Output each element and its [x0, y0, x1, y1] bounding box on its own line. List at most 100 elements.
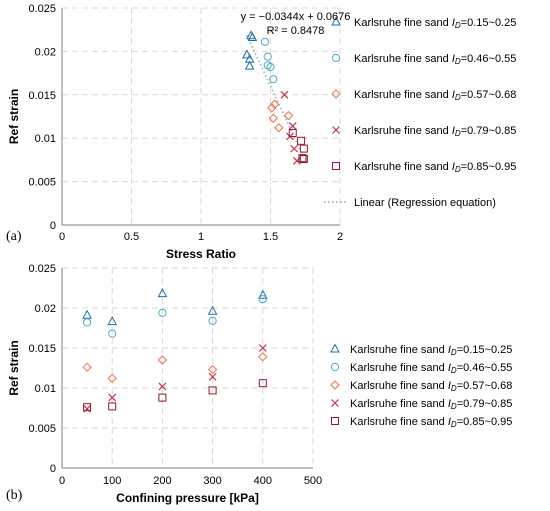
data-point-marker — [83, 318, 92, 327]
data-point-marker — [269, 99, 280, 110]
x-tick-label: 2 — [337, 231, 343, 243]
data-point-marker — [82, 309, 92, 319]
data-point-marker — [260, 37, 270, 46]
legend-suffix: =0.79~0.85 — [457, 398, 513, 410]
legend-prefix: Karlsruhe fine sand — [354, 89, 452, 101]
data-point-marker — [108, 402, 117, 411]
y-axis-title: Ref strain — [7, 89, 21, 144]
regression-line — [246, 35, 305, 159]
data-point-marker — [298, 154, 307, 163]
legend-suffix: =0.79~0.85 — [461, 125, 517, 137]
data-point-marker — [157, 288, 168, 298]
x-tick-label: 1 — [198, 231, 204, 243]
data-point-marker — [83, 404, 92, 413]
legend-var: I — [448, 380, 451, 392]
legend-prefix: Karlsruhe fine sand — [354, 161, 452, 173]
legend-sub: D — [451, 384, 457, 393]
legend-prefix: Karlsruhe fine sand — [350, 362, 448, 374]
legend-prefix: Karlsruhe fine sand — [350, 398, 448, 410]
data-point-marker — [157, 355, 168, 365]
panel-label: (a) — [6, 229, 22, 244]
legend-prefix: Karlsruhe fine sand — [354, 17, 452, 29]
legend-sub: D — [455, 129, 461, 138]
x-tick-label: 500 — [304, 475, 322, 487]
legend-marker — [330, 362, 340, 372]
x-axis-title: Confining pressure [kPa] — [116, 491, 259, 505]
data-point-marker — [208, 316, 217, 325]
y-tick-label: 0.01 — [35, 383, 56, 395]
data-point-marker — [299, 144, 308, 153]
y-tick-label: 0.005 — [28, 423, 56, 435]
r-squared-label: R² = 0.8478 — [267, 25, 325, 37]
series-2 — [83, 295, 267, 338]
legend-entry-1: Karlsruhe fine sand ID=0.15~0.25 — [350, 344, 512, 357]
x-tick-label: 0 — [59, 231, 65, 243]
data-point-marker — [258, 344, 267, 352]
data-point-marker — [82, 362, 92, 372]
y-tick-label: 0.015 — [28, 90, 56, 102]
legend-marker — [331, 399, 339, 407]
series-4 — [83, 344, 267, 413]
legend-entry-3: Karlsruhe fine sand ID=0.57~0.68 — [354, 89, 516, 102]
legend-var: I — [448, 398, 451, 410]
data-point-marker — [107, 373, 117, 384]
y-tick-label: 0 — [50, 220, 56, 232]
legend-marker — [332, 162, 340, 170]
x-tick-label: 200 — [153, 475, 171, 487]
legend-prefix: Karlsruhe fine sand — [354, 125, 452, 137]
legend-marker — [332, 126, 340, 134]
y-tick-label: 0.025 — [28, 3, 56, 15]
legend-marker — [331, 16, 341, 26]
legend-suffix: =0.46~0.55 — [457, 362, 513, 374]
legend-prefix: Karlsruhe fine sand — [354, 53, 452, 65]
series-5 — [288, 128, 308, 164]
legend-marker — [331, 89, 341, 99]
data-point-marker — [288, 122, 297, 130]
x-tick-label: 0.5 — [124, 231, 139, 243]
data-point-marker — [263, 52, 272, 61]
legend-entry-4: Karlsruhe fine sand ID=0.79~0.85 — [350, 398, 512, 411]
data-point-marker — [268, 113, 278, 123]
legend-sub: D — [451, 366, 457, 375]
series-2 — [260, 37, 278, 84]
legend-var: I — [448, 362, 451, 374]
legend-var: I — [448, 344, 451, 356]
data-point-marker — [244, 53, 255, 63]
legend-marker — [330, 343, 340, 353]
y-tick-label: 0.02 — [35, 46, 56, 58]
legend-entry-3: Karlsruhe fine sand ID=0.57~0.68 — [350, 380, 512, 393]
legend-marker — [331, 53, 341, 63]
legend-suffix: =0.85~0.95 — [461, 161, 517, 173]
legend-suffix: =0.85~0.95 — [457, 416, 513, 428]
series-1 — [242, 30, 258, 70]
data-point-marker — [266, 62, 275, 72]
legend-suffix: =0.15~0.25 — [461, 17, 517, 29]
panel-label: (b) — [6, 488, 23, 503]
data-point-marker — [288, 128, 297, 137]
data-point-marker — [108, 329, 117, 338]
data-point-marker — [267, 103, 277, 113]
y-axis-title: Ref strain — [7, 340, 21, 395]
legend-var: I — [452, 53, 455, 65]
x-tick-label: 0 — [59, 475, 65, 487]
data-point-marker — [158, 382, 167, 391]
chart-panel-a — [61, 7, 348, 226]
y-tick-label: 0.025 — [28, 263, 56, 275]
series-4 — [280, 90, 301, 165]
data-point-marker — [258, 379, 267, 388]
data-point-marker — [247, 31, 258, 42]
legend-var: I — [452, 89, 455, 101]
legend-entry-5: Karlsruhe fine sand ID=0.85~0.95 — [354, 161, 516, 174]
regression-equation-label: y = −0.0344x + 0.0676 — [241, 11, 351, 23]
legend-sub: D — [455, 165, 461, 174]
series-3 — [267, 99, 294, 133]
data-point-marker — [257, 289, 268, 299]
legend-regression-label: Linear (Regression equation) — [354, 197, 496, 209]
data-point-marker — [274, 123, 284, 133]
data-point-marker — [242, 49, 252, 59]
legend-sub: D — [451, 348, 457, 357]
y-tick-label: 0.02 — [35, 303, 56, 315]
legend-suffix: =0.57~0.68 — [457, 380, 513, 392]
data-point-marker — [269, 75, 278, 84]
